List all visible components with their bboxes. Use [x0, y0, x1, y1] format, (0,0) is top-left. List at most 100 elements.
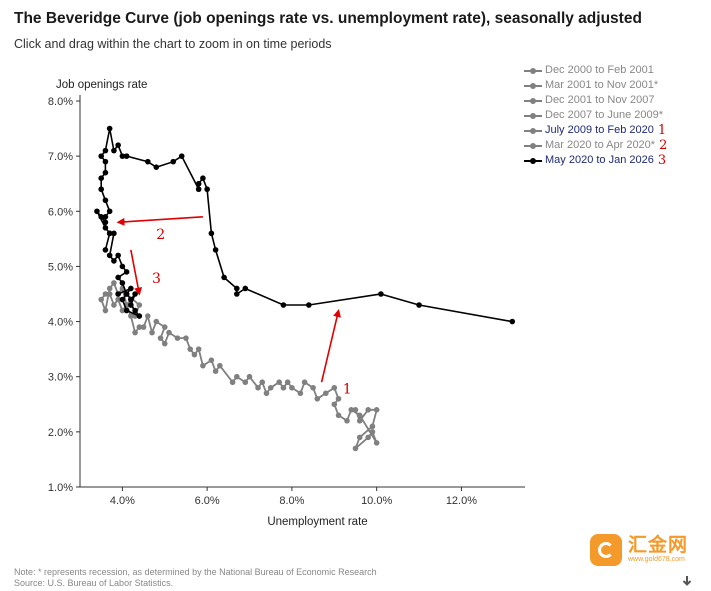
data-point[interactable]: [102, 307, 109, 314]
legend-item[interactable]: Mar 2020 to Apr 2020* 2: [524, 138, 667, 153]
data-point[interactable]: [153, 318, 160, 325]
data-point[interactable]: [509, 318, 516, 325]
data-point[interactable]: [106, 208, 113, 215]
data-point[interactable]: [280, 384, 287, 391]
data-point[interactable]: [208, 357, 215, 363]
data-point[interactable]: [145, 313, 151, 319]
data-point[interactable]: [369, 423, 376, 430]
data-point[interactable]: [111, 147, 117, 154]
data-point[interactable]: [356, 434, 363, 441]
data-point[interactable]: [106, 252, 113, 259]
data-point[interactable]: [102, 169, 109, 176]
data-point[interactable]: [102, 197, 109, 204]
data-point[interactable]: [204, 186, 210, 193]
data-point[interactable]: [128, 313, 134, 319]
data-point[interactable]: [356, 412, 363, 419]
data-point[interactable]: [352, 407, 359, 413]
data-point[interactable]: [161, 324, 168, 330]
data-point[interactable]: [289, 384, 295, 391]
data-point[interactable]: [178, 153, 185, 159]
data-point[interactable]: [195, 346, 202, 352]
data-point[interactable]: [212, 247, 219, 253]
beveridge-curve-chart[interactable]: 1.0% 2.0% 3.0% 4.0% 5.0% 6.0% 7.0% 8.0% 4.0% 6.0%…: [0, 0, 711, 560]
data-point[interactable]: [217, 362, 223, 369]
data-point[interactable]: [416, 302, 422, 308]
data-point[interactable]: [242, 379, 249, 386]
data-point[interactable]: [123, 269, 130, 275]
data-point[interactable]: [102, 147, 109, 154]
data-point[interactable]: [352, 445, 359, 452]
data-point[interactable]: [136, 324, 143, 330]
data-point[interactable]: [310, 384, 316, 391]
data-point[interactable]: [106, 230, 113, 237]
download-arrow-icon[interactable]: [680, 574, 694, 588]
data-point[interactable]: [170, 158, 177, 165]
data-point[interactable]: [378, 291, 384, 297]
data-point[interactable]: [234, 373, 240, 380]
data-point[interactable]: [102, 225, 109, 231]
data-point[interactable]: [183, 335, 189, 341]
data-point[interactable]: [149, 329, 155, 336]
data-point[interactable]: [94, 208, 100, 215]
data-point[interactable]: [140, 324, 147, 330]
data-point[interactable]: [132, 291, 138, 297]
data-point[interactable]: [115, 291, 121, 297]
data-point[interactable]: [119, 263, 126, 270]
data-point[interactable]: [331, 401, 338, 408]
data-point[interactable]: [301, 379, 308, 386]
legend-item[interactable]: Dec 2000 to Feb 2001: [524, 63, 667, 78]
data-point[interactable]: [335, 412, 342, 419]
data-point[interactable]: [373, 440, 380, 446]
data-point[interactable]: [263, 390, 270, 397]
data-point[interactable]: [212, 368, 219, 375]
data-point[interactable]: [323, 390, 329, 397]
data-point[interactable]: [234, 291, 240, 297]
data-point[interactable]: [276, 379, 282, 386]
data-point[interactable]: [157, 335, 164, 341]
data-point[interactable]: [280, 302, 287, 308]
data-point[interactable]: [98, 296, 104, 303]
data-point[interactable]: [128, 285, 134, 292]
data-point[interactable]: [153, 164, 160, 170]
data-point[interactable]: [356, 418, 363, 424]
data-point[interactable]: [306, 302, 312, 308]
data-point[interactable]: [314, 395, 321, 402]
data-point[interactable]: [128, 296, 134, 303]
data-point[interactable]: [187, 346, 193, 352]
data-point[interactable]: [111, 230, 117, 237]
data-point[interactable]: [369, 429, 376, 435]
data-point[interactable]: [221, 274, 227, 281]
data-point[interactable]: [102, 214, 109, 220]
data-point[interactable]: [259, 379, 266, 386]
data-point[interactable]: [242, 285, 249, 292]
data-point[interactable]: [145, 158, 151, 165]
legend-item[interactable]: May 2020 to Jan 2026 3: [524, 153, 667, 168]
data-point[interactable]: [246, 373, 253, 380]
data-point[interactable]: [234, 285, 240, 292]
data-point[interactable]: [191, 351, 198, 358]
data-point[interactable]: [229, 379, 236, 386]
data-point[interactable]: [119, 280, 126, 286]
data-point[interactable]: [106, 125, 113, 132]
data-point[interactable]: [208, 230, 215, 237]
data-point[interactable]: [128, 302, 134, 308]
data-point[interactable]: [111, 302, 117, 308]
data-point[interactable]: [111, 280, 117, 286]
data-point[interactable]: [98, 186, 104, 193]
data-point[interactable]: [267, 384, 274, 391]
data-point[interactable]: [136, 302, 143, 308]
data-point[interactable]: [119, 153, 126, 159]
data-point[interactable]: [335, 395, 342, 402]
data-point[interactable]: [365, 434, 371, 441]
data-point[interactable]: [331, 384, 338, 391]
data-point[interactable]: [106, 285, 113, 292]
data-point[interactable]: [123, 307, 130, 314]
data-point[interactable]: [98, 153, 104, 159]
data-point[interactable]: [102, 291, 109, 297]
data-point[interactable]: [115, 296, 121, 303]
data-point[interactable]: [284, 379, 291, 386]
data-point[interactable]: [373, 407, 380, 413]
legend-item[interactable]: Dec 2007 to June 2009*: [524, 108, 667, 123]
data-point[interactable]: [255, 384, 261, 391]
data-point[interactable]: [123, 153, 130, 159]
